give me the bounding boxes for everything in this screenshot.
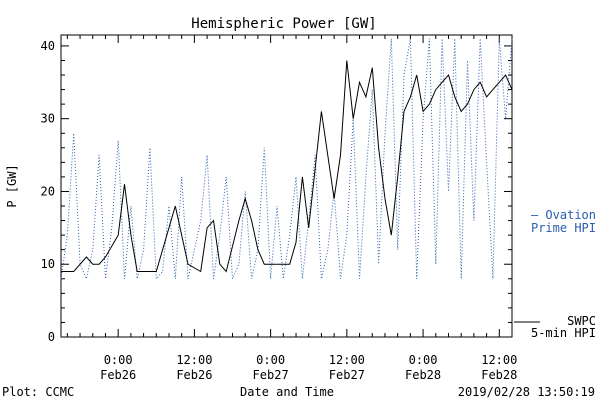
timestamp: 2019/02/28 13:50:19 (458, 385, 595, 399)
legend-ovation-text: Prime HPI (531, 221, 596, 235)
y-tick-label: 30 (41, 112, 55, 126)
legend-ovation-text: – Ovation (531, 208, 596, 222)
x-tick-time-label: 12:00 (176, 353, 212, 367)
x-tick-time-label: 12:00 (481, 353, 517, 367)
y-tick-label: 20 (41, 184, 55, 198)
x-tick-date-label: Feb27 (253, 368, 289, 382)
x-tick-time-label: 12:00 (329, 353, 365, 367)
y-axis: 0 10 20 30 40 (41, 39, 512, 344)
legend-swpc-text: SWPC (567, 314, 596, 328)
y-tick-label: 0 (48, 330, 55, 344)
series-lines (60, 38, 513, 281)
ovation-prime-line (60, 38, 513, 281)
y-tick-label: 10 (41, 257, 55, 271)
chart-title: Hemispheric Power [GW] (191, 16, 376, 32)
y-tick-label: 40 (41, 39, 55, 53)
x-tick-date-label: Feb26 (100, 368, 136, 382)
legend-swpc-text: 5-min HPI (531, 326, 596, 340)
x-tick-date-label: Feb26 (176, 368, 212, 382)
y-axis-label: P [GW] (5, 164, 19, 207)
swpc-hpi-line (61, 60, 513, 273)
x-tick-date-label: Feb27 (329, 368, 365, 382)
x-tick-time-label: 0:00 (409, 353, 438, 367)
x-axis: 0:00Feb2612:00Feb260:00Feb2712:00Feb270:… (66, 35, 517, 382)
x-tick-time-label: 0:00 (256, 353, 285, 367)
plot-frame (60, 34, 513, 338)
x-tick-date-label: Feb28 (481, 368, 517, 382)
x-tick-date-label: Feb28 (405, 368, 441, 382)
plot-credit: Plot: CCMC (2, 385, 74, 399)
x-axis-label: Date and Time (240, 385, 334, 399)
x-tick-time-label: 0:00 (104, 353, 133, 367)
